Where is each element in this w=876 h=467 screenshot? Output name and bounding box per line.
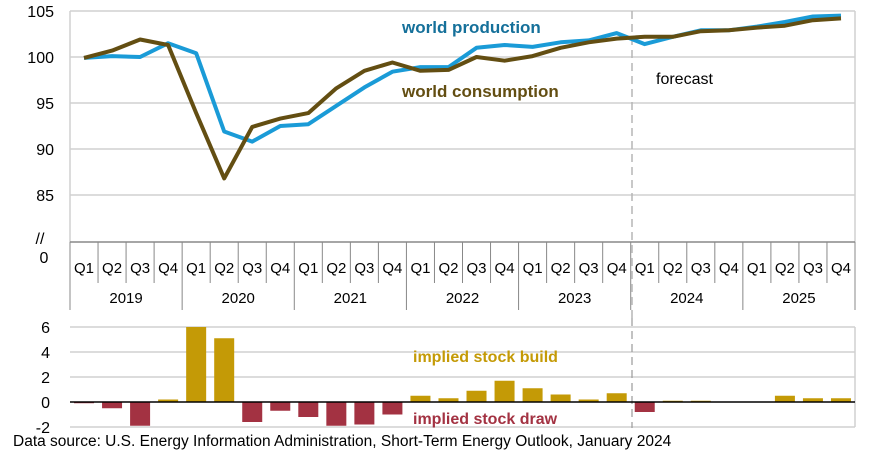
stock-build-bar [774, 395, 795, 402]
stock-build-bar [214, 338, 235, 402]
stock-draw-bar [382, 402, 403, 415]
stock-build-bar [410, 395, 431, 402]
forecast-label: forecast [656, 71, 713, 88]
quarter-label: Q1 [186, 260, 206, 277]
quarter-label: Q2 [326, 260, 346, 277]
quarter-label: Q2 [438, 260, 458, 277]
quarter-label: Q4 [382, 260, 402, 277]
quarter-label: Q2 [102, 260, 122, 277]
top-y-axis: 105 100 95 90 85 [27, 4, 54, 205]
stock-build-bar [578, 399, 599, 402]
quarter-label: Q3 [130, 260, 150, 277]
top-gridlines [69, 10, 856, 242]
world-consumption-line [83, 16, 842, 181]
year-label: 2019 [109, 290, 142, 307]
quarter-label: Q4 [607, 260, 627, 277]
quarter-label: Q1 [747, 260, 767, 277]
stock-build-bar [550, 394, 571, 402]
stock-build-bar [158, 399, 179, 402]
stock-draw-bar [354, 402, 375, 425]
year-label: 2023 [558, 290, 591, 307]
world-consumption-label: world consumption [401, 82, 559, 101]
year-label: 2020 [222, 290, 255, 307]
y-tick-label: -2 [36, 420, 50, 437]
quarter-label: Q3 [467, 260, 487, 277]
data-source-note: Data source: U.S. Energy Information Adm… [13, 433, 672, 450]
quarter-label: Q1 [298, 260, 318, 277]
quarter-label: Q4 [719, 260, 739, 277]
y-tick-label: 2 [41, 370, 50, 387]
quarter-label: Q1 [74, 260, 94, 277]
quarter-label: Q1 [635, 260, 655, 277]
quarter-label: Q4 [158, 260, 178, 277]
quarter-label: Q3 [354, 260, 374, 277]
quarter-label: Q2 [551, 260, 571, 277]
stock-build-bar [830, 398, 851, 402]
year-label: 2022 [446, 290, 479, 307]
year-label: 2021 [334, 290, 367, 307]
world-production-label: world production [401, 18, 541, 37]
quarter-label: Q3 [242, 260, 262, 277]
implied-stock-build-label: implied stock build [413, 349, 558, 366]
implied-stock-draw-label: implied stock draw [413, 411, 558, 428]
series-lines [83, 13, 842, 181]
stock-draw-bar [298, 402, 319, 417]
y-tick-label: 95 [36, 96, 54, 113]
year-label: 2024 [670, 290, 703, 307]
stock-build-bar [438, 398, 459, 402]
stock-build-bar [466, 390, 487, 402]
y-tick-label: 105 [27, 4, 54, 21]
year-label: 2025 [782, 290, 815, 307]
quarter-label: Q3 [691, 260, 711, 277]
y-tick-label: 90 [36, 142, 54, 159]
stock-build-bar [802, 398, 823, 402]
quarter-label: Q1 [410, 260, 430, 277]
stock-build-bar [186, 327, 207, 402]
quarter-label: Q4 [495, 260, 515, 277]
quarter-label: Q1 [523, 260, 543, 277]
stock-draw-bar [130, 402, 151, 426]
stock-build-bar [522, 388, 543, 402]
stock-build-bar [494, 380, 515, 402]
stock-draw-bar [102, 402, 123, 409]
stock-draw-bar [242, 402, 263, 422]
stock-build-bar [606, 393, 627, 402]
y-tick-label: 0 [41, 395, 50, 412]
stock-draw-bar [326, 402, 347, 426]
axis-break-mark: // [36, 231, 45, 248]
y-tick-label: 85 [36, 188, 54, 205]
quarter-label: Q3 [579, 260, 599, 277]
stock-draw-bar [270, 402, 291, 411]
y-tick-label: 4 [41, 345, 50, 362]
stock-draw-bar [634, 402, 655, 412]
axis-zero-label: 0 [40, 250, 49, 267]
quarter-label: Q4 [831, 260, 851, 277]
quarter-label: Q3 [803, 260, 823, 277]
y-tick-label: 6 [41, 320, 50, 337]
quarter-label: Q2 [214, 260, 234, 277]
quarter-label: Q2 [775, 260, 795, 277]
quarter-label: Q4 [270, 260, 290, 277]
bottom-y-axis: 6 4 2 0 -2 [36, 320, 50, 437]
category-axis: Q1 Q2 Q3 Q4 Q1 Q2 Q3 Q4 Q1 Q2 Q3 Q4 Q1 Q2 Q3 Q4 Q1 Q2 Q3 Q4… [69, 241, 856, 310]
y-tick-label: 100 [27, 50, 54, 67]
quarter-label: Q2 [663, 260, 683, 277]
